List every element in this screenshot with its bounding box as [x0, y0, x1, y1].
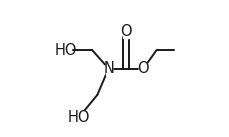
Text: HO: HO: [68, 110, 90, 125]
Bar: [61, 44, 71, 57]
Text: O: O: [120, 24, 132, 39]
Text: HO: HO: [55, 43, 77, 58]
Bar: [140, 62, 146, 75]
Bar: [74, 111, 84, 124]
Bar: [123, 25, 129, 38]
Text: O: O: [138, 61, 149, 76]
Bar: [106, 62, 112, 75]
Text: N: N: [103, 61, 114, 76]
